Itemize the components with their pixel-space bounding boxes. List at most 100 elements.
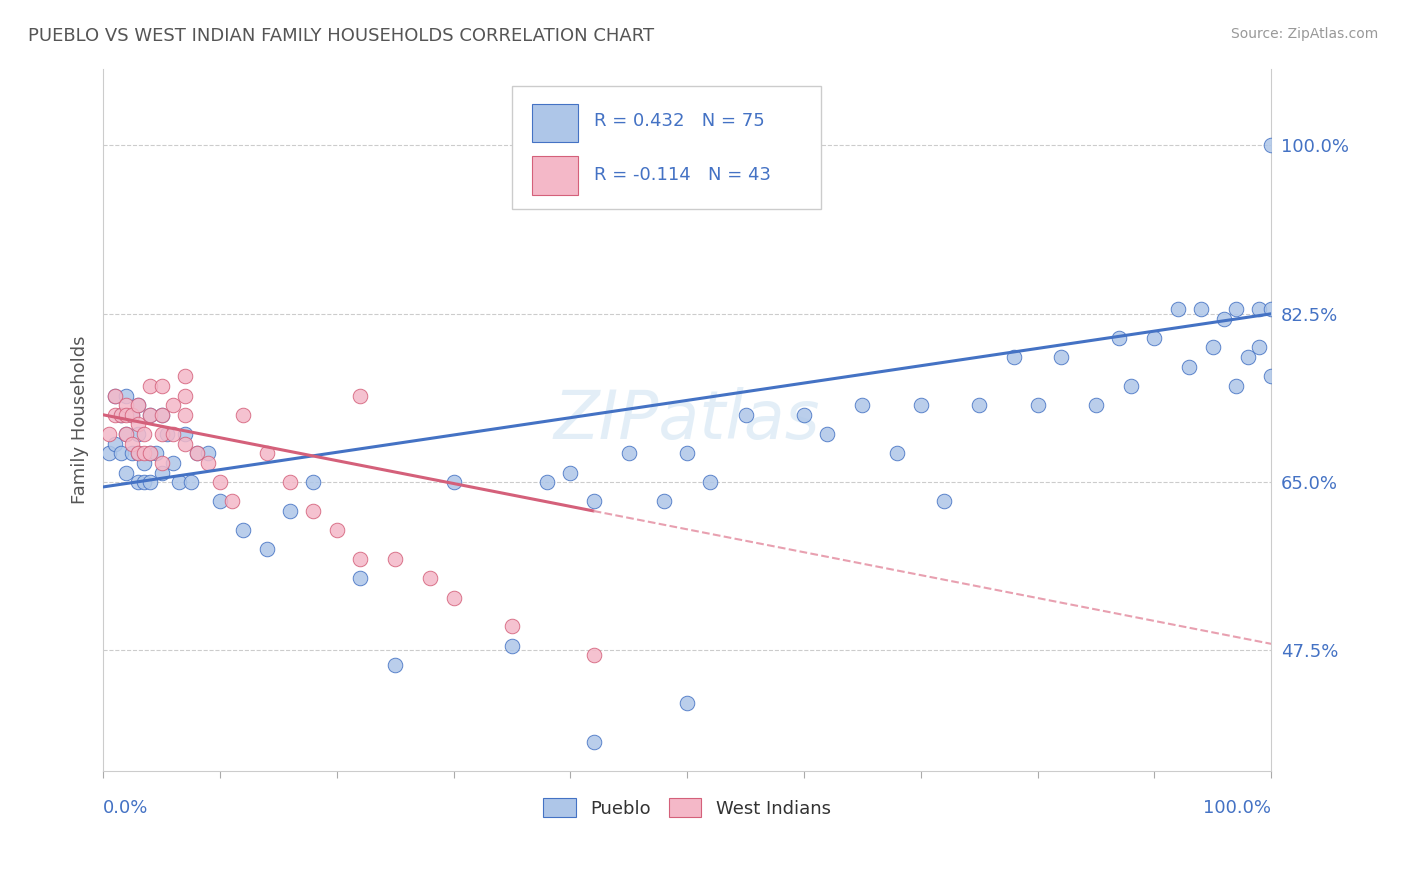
- Point: [278, 475, 301, 490]
- Point: [104, 388, 127, 402]
- Point: [676, 446, 699, 460]
- Point: [676, 697, 699, 711]
- Point: [699, 475, 721, 490]
- Text: Source: ZipAtlas.com: Source: ZipAtlas.com: [1230, 27, 1378, 41]
- Point: [967, 398, 990, 412]
- Point: [173, 388, 195, 402]
- Point: [349, 552, 371, 566]
- Point: [145, 446, 167, 460]
- Point: [173, 436, 195, 450]
- Point: [1189, 301, 1212, 316]
- Point: [156, 427, 179, 442]
- Point: [150, 427, 173, 442]
- Point: [104, 408, 127, 422]
- Point: [127, 475, 149, 490]
- FancyBboxPatch shape: [531, 156, 578, 195]
- Point: [98, 427, 121, 442]
- FancyBboxPatch shape: [531, 103, 578, 142]
- Point: [121, 436, 143, 450]
- Point: [150, 408, 173, 422]
- Point: [121, 408, 143, 422]
- Point: [180, 475, 202, 490]
- Point: [162, 398, 184, 412]
- Point: [139, 379, 162, 393]
- Text: ZIPatlas: ZIPatlas: [554, 386, 820, 452]
- Point: [150, 456, 173, 470]
- Point: [302, 504, 325, 518]
- Point: [349, 388, 371, 402]
- Point: [127, 446, 149, 460]
- Point: [139, 408, 162, 422]
- Point: [1213, 311, 1236, 326]
- Point: [173, 408, 195, 422]
- Point: [536, 475, 558, 490]
- Point: [1026, 398, 1049, 412]
- Point: [186, 446, 208, 460]
- Point: [139, 446, 162, 460]
- Point: [349, 571, 371, 585]
- Point: [582, 648, 605, 663]
- Point: [115, 408, 138, 422]
- Point: [1002, 350, 1025, 364]
- Point: [221, 494, 243, 508]
- Point: [302, 475, 325, 490]
- Point: [127, 427, 149, 442]
- Point: [98, 446, 121, 460]
- Point: [104, 436, 127, 450]
- Point: [1178, 359, 1201, 374]
- Point: [1260, 301, 1282, 316]
- Point: [501, 639, 523, 653]
- Point: [115, 427, 138, 442]
- Point: [208, 475, 231, 490]
- Point: [150, 379, 173, 393]
- Point: [127, 398, 149, 412]
- Point: [734, 408, 756, 422]
- Point: [115, 427, 138, 442]
- Point: [139, 446, 162, 460]
- Point: [132, 446, 155, 460]
- Point: [443, 475, 465, 490]
- Point: [162, 456, 184, 470]
- Point: [110, 408, 132, 422]
- Point: [132, 427, 155, 442]
- Point: [419, 571, 441, 585]
- Point: [1260, 138, 1282, 153]
- Point: [443, 591, 465, 605]
- Point: [132, 475, 155, 490]
- Point: [208, 494, 231, 508]
- Point: [256, 446, 278, 460]
- Point: [1167, 301, 1189, 316]
- Point: [110, 446, 132, 460]
- Point: [162, 427, 184, 442]
- Point: [1249, 301, 1271, 316]
- Point: [121, 446, 143, 460]
- Point: [793, 408, 815, 422]
- Point: [1225, 379, 1247, 393]
- Point: [167, 475, 190, 490]
- Point: [851, 398, 873, 412]
- Point: [197, 456, 219, 470]
- Point: [104, 388, 127, 402]
- FancyBboxPatch shape: [512, 86, 821, 209]
- Y-axis label: Family Households: Family Households: [72, 335, 89, 504]
- Point: [815, 427, 838, 442]
- Point: [127, 446, 149, 460]
- Point: [1260, 369, 1282, 384]
- Point: [1236, 350, 1258, 364]
- Point: [121, 408, 143, 422]
- Point: [1202, 341, 1225, 355]
- Point: [173, 427, 195, 442]
- Point: [501, 619, 523, 633]
- Legend: Pueblo, West Indians: Pueblo, West Indians: [536, 790, 838, 825]
- Point: [384, 552, 406, 566]
- Point: [256, 542, 278, 557]
- Point: [582, 735, 605, 749]
- Point: [110, 408, 132, 422]
- Point: [127, 398, 149, 412]
- Point: [197, 446, 219, 460]
- Text: PUEBLO VS WEST INDIAN FAMILY HOUSEHOLDS CORRELATION CHART: PUEBLO VS WEST INDIAN FAMILY HOUSEHOLDS …: [28, 27, 654, 45]
- Text: 100.0%: 100.0%: [1204, 799, 1271, 817]
- Point: [150, 466, 173, 480]
- Point: [186, 446, 208, 460]
- Point: [932, 494, 955, 508]
